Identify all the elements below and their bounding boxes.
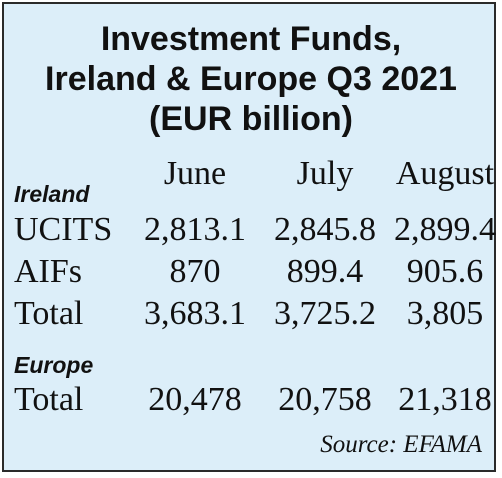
cell-europe-total-july: 20,758 (278, 381, 372, 418)
column-header-june: June (163, 155, 227, 192)
table-panel: Investment Funds, Ireland & Europe Q3 20… (2, 2, 496, 472)
row-label-aifs: AIFs (14, 253, 83, 290)
cell-aifs-august: 905.6 (406, 253, 484, 290)
chart-title-line-2: Ireland & Europe Q3 2021 (45, 60, 457, 98)
cell-aifs-june: 870 (169, 253, 221, 290)
row-label-ireland-total: Total (14, 295, 84, 332)
cell-europe-total-june: 20,478 (148, 381, 242, 418)
cell-ucits-august: 2,899.4 (394, 211, 496, 248)
source-note: Source: EFAMA (320, 431, 482, 458)
cell-ireland-total-august: 3,805 (406, 295, 484, 332)
row-label-europe-total: Total (14, 381, 84, 418)
cell-ireland-total-july: 3,725.2 (274, 295, 376, 332)
cell-europe-total-august: 21,318 (398, 381, 492, 418)
cell-aifs-july: 899.4 (286, 253, 364, 290)
column-header-july: July (296, 155, 354, 192)
row-label-ucits: UCITS (14, 211, 113, 248)
cell-ireland-total-june: 3,683.1 (144, 295, 246, 332)
chart-title-line-3: (EUR billion) (149, 100, 353, 138)
column-header-august: August (395, 155, 495, 192)
cell-ucits-july: 2,845.8 (274, 211, 376, 248)
section-label-ireland: Ireland (14, 181, 90, 207)
chart-title-line-1: Investment Funds, (100, 20, 402, 58)
section-label-europe: Europe (14, 352, 94, 378)
cell-ucits-june: 2,813.1 (144, 211, 246, 248)
